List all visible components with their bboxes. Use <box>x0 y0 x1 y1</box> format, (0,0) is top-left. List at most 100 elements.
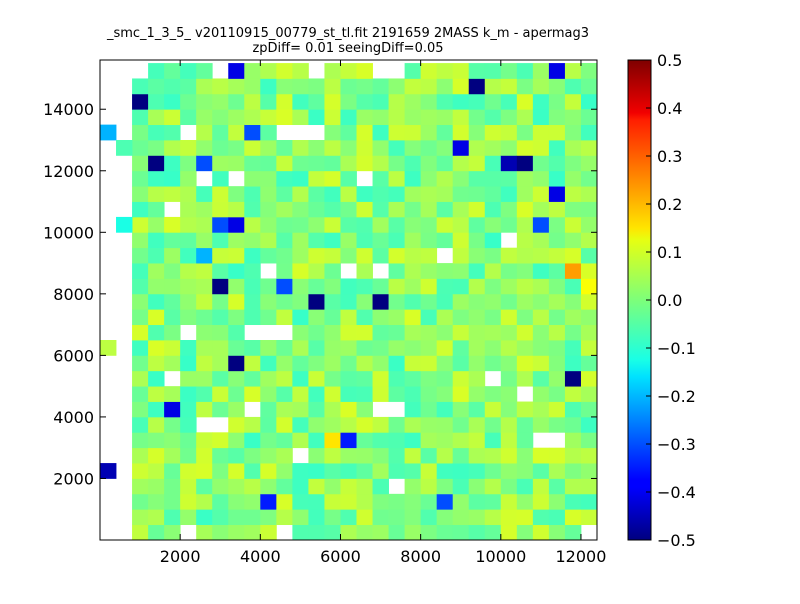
heatmap-cell <box>180 247 197 264</box>
heatmap-cell <box>196 478 213 495</box>
heatmap-cell <box>180 140 197 156</box>
heatmap-cell <box>308 401 325 418</box>
heatmap-cell <box>308 324 325 341</box>
heatmap-cell <box>564 463 582 479</box>
heatmap-cell <box>164 216 181 233</box>
heatmap-cell <box>276 201 293 218</box>
heatmap-cell <box>516 447 534 464</box>
heatmap-cell <box>212 309 229 326</box>
heatmap-cell <box>324 278 341 295</box>
heatmap-cell <box>132 355 149 372</box>
heatmap-cell <box>436 340 454 356</box>
heatmap-cell <box>164 186 181 202</box>
heatmap-cell <box>196 263 213 279</box>
heatmap-cell <box>292 186 309 202</box>
heatmap-cell <box>532 463 550 479</box>
heatmap-cell <box>372 186 389 202</box>
heatmap-cell <box>564 63 582 79</box>
heatmap-cell <box>484 355 502 372</box>
heatmap-cell <box>212 478 229 495</box>
heatmap-cell <box>164 401 181 418</box>
heatmap-cell <box>532 124 550 141</box>
heatmap-cell <box>292 493 309 510</box>
heatmap-cell <box>148 201 165 218</box>
heatmap-cell <box>148 447 165 464</box>
heatmap-cell <box>132 186 149 202</box>
colorbar-tick-label: −0.2 <box>657 387 696 406</box>
heatmap-cell <box>276 247 293 264</box>
heatmap-cell <box>388 278 406 295</box>
heatmap-cell <box>292 247 309 264</box>
heatmap-cell <box>340 216 357 233</box>
heatmap-cell <box>260 109 277 126</box>
heatmap-cell <box>484 78 502 95</box>
heatmap-cell <box>468 124 486 141</box>
heatmap-cell <box>468 478 486 495</box>
heatmap-cell <box>580 201 598 218</box>
heatmap-cell <box>436 416 454 433</box>
heatmap-cell <box>132 109 149 126</box>
heatmap-cell <box>164 309 181 326</box>
heatmap-cell <box>356 232 373 249</box>
heatmap-cell <box>244 432 261 449</box>
heatmap-cell <box>196 509 213 526</box>
heatmap-cell <box>132 309 149 326</box>
heatmap-cell <box>548 93 566 110</box>
heatmap-cell <box>420 170 438 187</box>
colorbar: 0.5 0.4 0.3 0.2 0.1 0.0 −0.1 −0.2 −0.3 −0.4 −0.5 <box>627 51 696 550</box>
heatmap-cell <box>484 463 502 479</box>
heatmap-cell <box>164 232 181 249</box>
heatmap-cell <box>564 340 582 356</box>
heatmap-cell <box>244 232 261 249</box>
heatmap-cell <box>180 432 197 449</box>
heatmap-cell <box>308 432 325 449</box>
heatmap-cell <box>132 340 149 356</box>
heatmap-cell <box>308 386 325 402</box>
heatmap-cell <box>100 340 117 356</box>
heatmap-cell <box>276 463 293 479</box>
heatmap-cell <box>516 478 534 495</box>
heatmap-cell <box>132 155 149 172</box>
heatmap-cell <box>356 78 373 95</box>
heatmap-cell <box>196 386 213 402</box>
heatmap-cell <box>468 463 486 479</box>
heatmap-cell <box>420 140 438 156</box>
heatmap-cell <box>260 309 277 326</box>
heatmap-cell <box>148 293 165 310</box>
heatmap-cell <box>564 509 582 526</box>
heatmap-cell <box>436 278 454 295</box>
heatmap-cell <box>356 278 373 295</box>
heatmap-cell <box>420 370 438 387</box>
heatmap-cell <box>260 355 277 372</box>
heatmap-cell <box>324 370 341 387</box>
heatmap-cell <box>372 416 389 433</box>
heatmap-cell <box>484 493 502 510</box>
heatmap-cell <box>468 324 486 341</box>
heatmap-cell <box>292 416 309 433</box>
heatmap-cell <box>564 478 582 495</box>
heatmap-cell <box>452 370 470 387</box>
heatmap-cell <box>180 463 197 479</box>
heatmap-cell <box>548 247 566 264</box>
heatmap-cell <box>356 216 373 233</box>
heatmap-cell <box>564 386 582 402</box>
heatmap-cell <box>292 140 309 156</box>
heatmap-cell <box>500 493 518 510</box>
heatmap-cell <box>244 109 261 126</box>
heatmap-cell <box>356 201 373 218</box>
heatmap-cell <box>404 216 422 233</box>
heatmap-cell <box>564 493 582 510</box>
heatmap-cell <box>532 386 550 402</box>
heatmap-cell <box>452 201 470 218</box>
heatmap-cell <box>324 124 341 141</box>
heatmap-cell <box>324 93 341 110</box>
plot-frame <box>99 59 598 541</box>
heatmap-cell <box>196 232 213 249</box>
heatmap-cell <box>452 263 470 279</box>
heatmap-cell <box>484 216 502 233</box>
heatmap-cell <box>180 370 197 387</box>
heatmap-cell <box>516 309 534 326</box>
heatmap-cell <box>564 524 582 541</box>
heatmap-cell <box>372 447 389 464</box>
heatmap-cell <box>148 63 165 79</box>
